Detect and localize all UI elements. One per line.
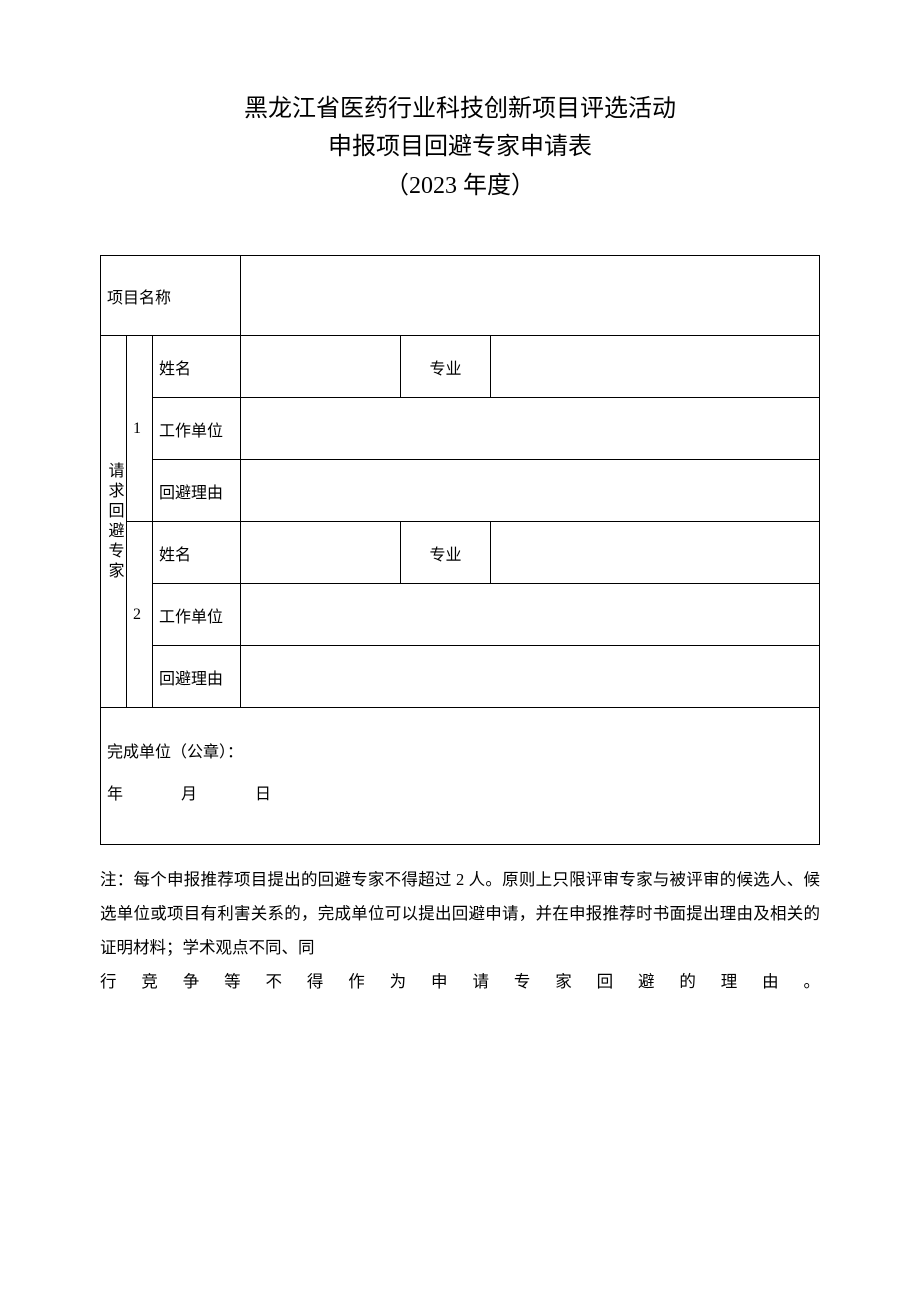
title-line-1: 黑龙江省医药行业科技创新项目评选活动 [100,90,820,128]
row-expert2-name: 2 姓名 专业 [101,522,820,584]
value-e2-name[interactable] [241,522,401,584]
row-expert1-reason: 回避理由 [101,460,820,522]
row-project-name: 项目名称 [101,256,820,336]
label-e2-name: 姓名 [153,522,241,584]
label-org-seal: 完成单位（公章）： [107,738,813,762]
title-line-3: （2023 年度） [100,167,820,205]
title-block: 黑龙江省医药行业科技创新项目评选活动 申报项目回避专家申请表 （2023 年度） [100,90,820,205]
value-e1-major[interactable] [491,336,820,398]
label-year: 年 [107,780,123,804]
row-expert2-reason: 回避理由 [101,646,820,708]
label-e1-major: 专业 [401,336,491,398]
note-body-b: 行竞争等不得作为申请专家回避的理由。 [100,965,820,999]
value-e2-major[interactable] [491,522,820,584]
label-day: 日 [255,780,271,804]
row-expert1-unit: 工作单位 [101,398,820,460]
title-line-2: 申报项目回避专家申请表 [100,128,820,166]
label-e1-reason: 回避理由 [153,460,241,522]
value-e1-reason[interactable] [241,460,820,522]
value-e1-name[interactable] [241,336,401,398]
label-month: 月 [181,780,197,804]
date-line: 年 月 日 [107,780,813,804]
label-e1-unit: 工作单位 [153,398,241,460]
label-e2-major: 专业 [401,522,491,584]
label-project-name: 项目名称 [101,256,241,336]
label-e1-name: 姓名 [153,336,241,398]
note-body-a: 每个申报推荐项目提出的回避专家不得超过 2 人。原则上只限评审专家与被评审的候选… [100,870,820,957]
value-project-name[interactable] [241,256,820,336]
value-e2-reason[interactable] [241,646,820,708]
value-e1-unit[interactable] [241,398,820,460]
row-expert2-unit: 工作单位 [101,584,820,646]
label-e2-unit: 工作单位 [153,584,241,646]
note-text: 注：每个申报推荐项目提出的回避专家不得超过 2 人。原则上只限评审专家与被评审的… [100,863,820,998]
label-e2-reason: 回避理由 [153,646,241,708]
label-recusal-experts: 请求回避专家 [101,336,127,708]
row-footer: 完成单位（公章）： 年 月 日 [101,708,820,845]
label-expert1-no: 1 [127,336,153,522]
application-form-table: 项目名称 请求回避专家 1 姓名 专业 工作单位 回避理由 2 姓名 专业 工作… [100,255,820,845]
note-prefix: 注： [100,870,134,889]
row-expert1-name: 请求回避专家 1 姓名 专业 [101,336,820,398]
value-e2-unit[interactable] [241,584,820,646]
label-expert2-no: 2 [127,522,153,708]
